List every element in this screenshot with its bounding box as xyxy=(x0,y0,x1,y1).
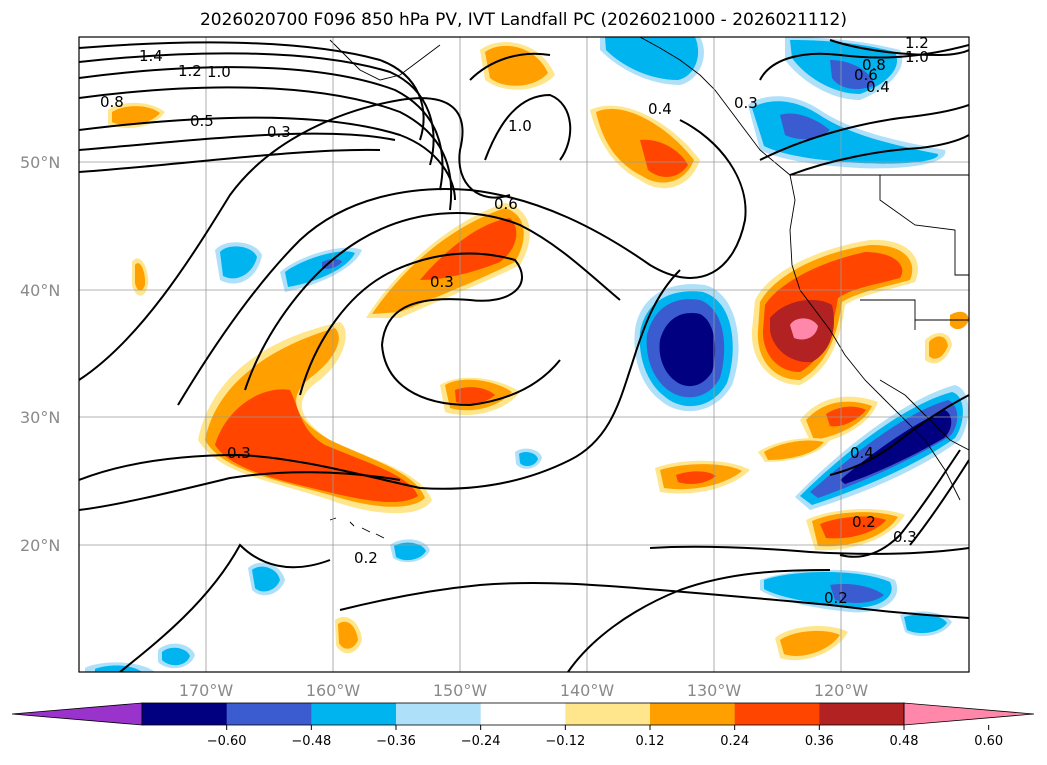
lon-label: 170°W xyxy=(179,681,234,700)
longitude-labels: 170°W 160°W 150°W 140°W 130°W 120°W xyxy=(179,681,869,700)
contour-label: 0.3 xyxy=(893,528,917,546)
map-frame xyxy=(78,36,970,673)
colorbar-tick-label: −0.36 xyxy=(376,734,416,749)
contour-label: 0.4 xyxy=(850,444,874,462)
contour-label: 0.6 xyxy=(494,195,518,213)
colorbar-segment xyxy=(734,703,820,725)
shaded-anomaly-field xyxy=(85,37,969,672)
colorbar-segment xyxy=(142,703,228,725)
contour-label: 0.8 xyxy=(862,56,886,74)
lat-label: 40°N xyxy=(20,281,60,300)
colorbar-tick-label: 0.36 xyxy=(805,734,834,749)
latitude-labels: 50°N 40°N 30°N 20°N xyxy=(20,153,60,555)
colorbar-segment xyxy=(226,703,312,725)
contour-label: 0.2 xyxy=(852,513,876,531)
colorbar-tick-label: 0.48 xyxy=(890,734,919,749)
colorbar xyxy=(11,702,1035,726)
graticule xyxy=(79,37,969,672)
colorbar-tick-label: −0.48 xyxy=(291,734,331,749)
lon-label: 120°W xyxy=(814,681,869,700)
positive-anomaly-regions xyxy=(108,42,969,661)
contour-label: 0.2 xyxy=(354,549,378,567)
contour-labels: 1.4 1.2 1.0 0.8 0.5 0.3 1.0 0.6 0.3 0.3 … xyxy=(100,34,929,607)
contour-label: 1.0 xyxy=(207,63,231,81)
contour-lines xyxy=(79,39,969,672)
lat-label: 50°N xyxy=(20,153,60,172)
colorbar-tick-label: 0.60 xyxy=(974,734,1003,749)
colorbar-segment xyxy=(480,703,566,725)
contour-label: 0.3 xyxy=(267,123,291,141)
contour-label: 1.0 xyxy=(508,117,532,135)
colorbar-segment xyxy=(11,702,143,726)
contour-label: 0.3 xyxy=(430,273,454,291)
colorbar-segment xyxy=(819,703,905,725)
contour-label: 1.2 xyxy=(905,34,929,52)
contour-label: 1.4 xyxy=(139,47,163,65)
lat-label: 30°N xyxy=(20,408,60,427)
colorbar-frame xyxy=(141,702,905,726)
colorbar-ticks: −0.60 −0.48 −0.36 −0.24 −0.12 0.12 0.24 0.36 0.4… xyxy=(207,725,1003,749)
colorbar-segment xyxy=(650,703,736,725)
colorbar-segment xyxy=(396,703,482,725)
contour-label: 0.3 xyxy=(734,94,758,112)
lon-label: 150°W xyxy=(433,681,488,700)
lat-label: 20°N xyxy=(20,536,60,555)
lon-label: 130°W xyxy=(687,681,742,700)
colorbar-tick-label: 0.12 xyxy=(636,734,665,749)
colorbar-segment xyxy=(311,703,397,725)
contour-label: 0.2 xyxy=(824,589,848,607)
chart-title: 2026020700 F096 850 hPa PV, IVT Landfall… xyxy=(199,10,847,30)
contour-label: 0.6 xyxy=(854,66,878,84)
lon-label: 140°W xyxy=(560,681,615,700)
contour-label: 1.0 xyxy=(905,48,929,66)
colorbar-tick-label: −0.12 xyxy=(545,734,585,749)
colorbar-segment xyxy=(565,703,651,725)
contour-label: 0.5 xyxy=(190,112,214,130)
colorbar-segment xyxy=(903,702,1035,726)
contour-label: 0.3 xyxy=(227,444,251,462)
lon-label: 160°W xyxy=(306,681,361,700)
contour-label: 0.4 xyxy=(648,100,672,118)
colorbar-tick-label: 0.24 xyxy=(720,734,749,749)
colorbar-tick-label: −0.24 xyxy=(461,734,501,749)
coastlines xyxy=(329,37,969,539)
contour-label: 1.2 xyxy=(178,62,202,80)
contour-label: 0.4 xyxy=(866,78,890,96)
colorbar-tick-label: −0.60 xyxy=(207,734,247,749)
contour-label: 0.8 xyxy=(100,93,124,111)
